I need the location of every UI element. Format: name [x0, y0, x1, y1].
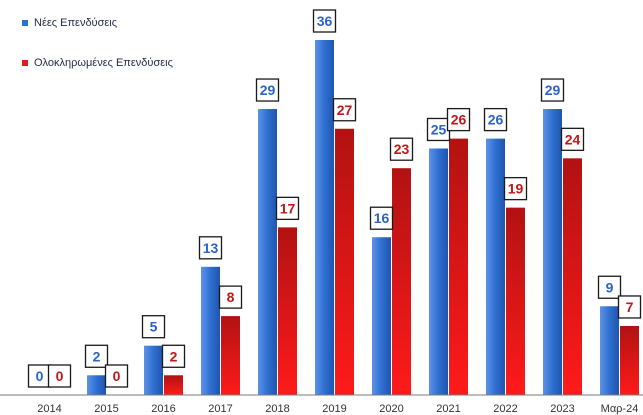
- data-label-completed-2022: 19: [503, 176, 528, 201]
- data-label-new-2017: 13: [198, 236, 223, 260]
- legend-item-completed: Ολοκληρωμένες Επενδύσεις: [22, 56, 173, 70]
- data-label-completed-2018: 17: [275, 196, 300, 221]
- legend-swatch-new: [22, 20, 28, 26]
- bar-completed-Μαρ-24: [620, 325, 639, 395]
- data-label-new-2016: 5: [141, 315, 166, 339]
- data-label-completed-Μαρ-24: 7: [617, 295, 642, 319]
- bar-new-2022: [486, 138, 505, 395]
- svg-text:5: 5: [150, 319, 158, 335]
- data-label-new-2019: 36: [312, 9, 337, 33]
- data-label-completed-2019: 27: [332, 98, 357, 122]
- svg-text:23: 23: [394, 141, 410, 157]
- data-label-completed-2020: 23: [389, 137, 414, 161]
- bar-new-2016: [144, 345, 163, 395]
- svg-text:27: 27: [337, 102, 353, 118]
- svg-text:0: 0: [36, 368, 44, 384]
- bar-new-Μαρ-24: [600, 306, 619, 395]
- bar-new-2017: [201, 266, 220, 395]
- svg-text:24: 24: [565, 131, 581, 147]
- bar-completed-2021: [449, 138, 468, 395]
- svg-text:13: 13: [203, 240, 219, 256]
- x-tick-layer: 2014 2015 2016 2017 2018 2019 2020 2021 2022 2023…: [37, 403, 638, 415]
- bar-completed-2017: [221, 316, 240, 395]
- svg-text:29: 29: [260, 82, 276, 98]
- bar-completed-2016: [164, 375, 183, 395]
- legend-label-new: Νέες Επενδύσεις: [34, 17, 118, 29]
- bar-completed-2018: [278, 227, 297, 395]
- svg-text:26: 26: [488, 112, 504, 128]
- svg-text:16: 16: [374, 210, 390, 226]
- svg-text:25: 25: [431, 121, 447, 137]
- x-tick-label-2014: 2014: [37, 403, 61, 415]
- bar-new-2020: [372, 237, 391, 395]
- data-label-completed-2015: 0: [104, 364, 129, 388]
- bar-completed-2022: [506, 207, 525, 395]
- x-tick-label-2017: 2017: [208, 403, 232, 415]
- x-tick-label-2018: 2018: [265, 403, 289, 415]
- x-tick-label-2016: 2016: [151, 403, 175, 415]
- x-tick-label-2023: 2023: [550, 403, 574, 415]
- svg-text:7: 7: [626, 299, 634, 315]
- legend-swatch-completed: [22, 60, 28, 66]
- svg-text:2: 2: [93, 348, 101, 364]
- x-tick-label-2020: 2020: [379, 403, 403, 415]
- legend-item-new: Νέες Επενδύσεις: [22, 16, 173, 30]
- bar-completed-2019: [335, 128, 354, 395]
- data-label-completed-2023: 24: [560, 127, 585, 151]
- bar-completed-2023: [563, 158, 582, 395]
- svg-text:0: 0: [113, 368, 121, 384]
- data-label-completed-2021: 26: [446, 107, 471, 132]
- bars-layer: [87, 40, 639, 396]
- svg-text:26: 26: [451, 112, 467, 128]
- x-tick-label-2022: 2022: [493, 403, 517, 415]
- svg-text:0: 0: [56, 368, 64, 384]
- data-label-completed-2017: 8: [218, 285, 243, 309]
- svg-text:19: 19: [508, 181, 524, 197]
- data-label-new-2014: 0: [27, 364, 52, 388]
- svg-text:17: 17: [280, 200, 296, 216]
- x-tick-label-2015: 2015: [94, 403, 118, 415]
- chart-legend: Νέες Επενδύσεις Ολοκληρωμένες Επενδύσεις: [22, 16, 173, 96]
- x-tick-label-2019: 2019: [322, 403, 346, 415]
- data-label-completed-2016: 2: [161, 344, 186, 368]
- bar-new-2018: [258, 109, 277, 396]
- data-label-new-2020: 16: [369, 206, 394, 230]
- x-tick-label-2021: 2021: [436, 403, 460, 415]
- svg-text:2: 2: [170, 348, 178, 364]
- legend-label-completed: Ολοκληρωμένες Επενδύσεις: [34, 57, 173, 69]
- data-label-new-Μαρ-24: 9: [597, 275, 622, 299]
- data-label-new-2018: 29: [255, 78, 280, 102]
- bar-new-2019: [315, 40, 334, 395]
- data-label-new-2022: 26: [483, 107, 508, 132]
- data-label-completed-2014: 0: [47, 364, 72, 388]
- data-label-new-2021: 25: [426, 117, 451, 142]
- svg-text:9: 9: [606, 279, 614, 295]
- svg-text:8: 8: [227, 289, 235, 305]
- bar-completed-2020: [392, 168, 411, 395]
- bar-new-2015: [87, 375, 106, 395]
- data-label-new-2015: 2: [84, 344, 109, 368]
- bar-new-2021: [429, 148, 448, 395]
- x-tick-label-Μαρ-24: Μαρ-24: [601, 403, 639, 415]
- svg-text:29: 29: [545, 82, 561, 98]
- data-label-new-2023: 29: [540, 78, 565, 102]
- svg-text:36: 36: [317, 13, 333, 29]
- bar-new-2023: [543, 109, 562, 396]
